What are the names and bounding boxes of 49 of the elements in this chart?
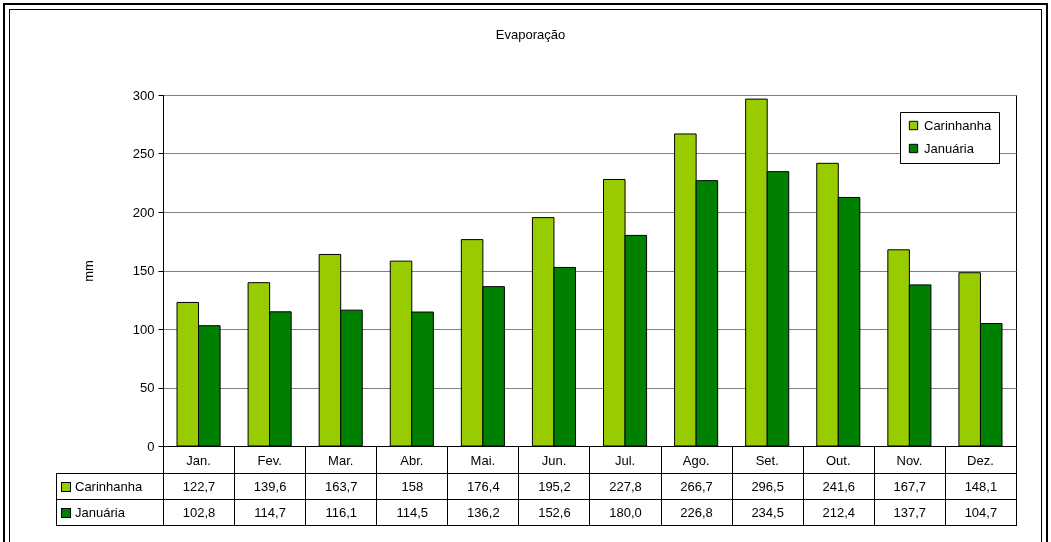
text: Carinhanha: [75, 479, 143, 494]
y-tick-label: 150: [132, 263, 155, 278]
y-tick-label: 100: [132, 321, 155, 337]
data-label: 296,5: [732, 473, 804, 500]
data-label: 212,4: [803, 499, 875, 526]
data-label: 102,8: [163, 499, 235, 526]
data-label: 167,7: [874, 473, 946, 500]
data-label: 114,7: [234, 499, 306, 526]
data-label: 226,8: [661, 499, 733, 526]
data-label: 241,6: [803, 473, 875, 500]
data-label: 136,2: [447, 499, 519, 526]
data-label: 104,7: [945, 499, 1017, 526]
data-label: 122,7: [163, 473, 235, 500]
x-tick-label: Dez.: [967, 452, 994, 468]
x-tick-label: Ago.: [682, 452, 710, 468]
data-label: 114,5: [376, 499, 448, 526]
y-tick-label: 200: [132, 204, 155, 220]
x-tick-label: Jul.: [614, 452, 636, 468]
data-label: 266,7: [661, 473, 733, 500]
x-tick-label: Set.: [755, 452, 779, 468]
data-label: 163,7: [305, 473, 377, 500]
x-tick-label: Jan.: [186, 452, 211, 468]
data-label: 137,7: [874, 499, 946, 526]
data-label: 234,5: [732, 499, 804, 526]
data-label: 152,6: [518, 499, 590, 526]
x-tick-label: Nov.: [896, 452, 923, 468]
legend-label: Januária: [924, 140, 975, 156]
chart-title: Evaporação: [495, 27, 566, 42]
y-tick-label: 0: [147, 438, 155, 454]
data-label: 195,2: [518, 473, 590, 500]
y-tick-label: 250: [132, 146, 155, 161]
y-axis-title: mm: [80, 260, 96, 282]
x-tick-label: Mar.: [328, 452, 354, 468]
x-tick-label: Fev.: [257, 452, 282, 468]
x-tick-label: Out.: [826, 452, 851, 468]
legend-label: Carinhanha: [924, 117, 992, 133]
data-label: 176,4: [447, 473, 519, 500]
data-label: 180,0: [589, 499, 662, 526]
x-tick-label: Abr.: [400, 452, 424, 468]
data-label: 148,1: [945, 473, 1017, 500]
data-label: 139,6: [234, 473, 306, 500]
y-tick-label: 300: [132, 87, 155, 103]
x-tick-label: Mai.: [470, 452, 496, 468]
data-label: 158: [376, 473, 448, 500]
x-tick-label: Jun.: [541, 452, 567, 468]
data-label: 227,8: [589, 473, 662, 500]
y-tick-label: 50: [140, 380, 155, 395]
text: Januária: [75, 505, 125, 520]
data-label: 116,1: [305, 499, 377, 526]
